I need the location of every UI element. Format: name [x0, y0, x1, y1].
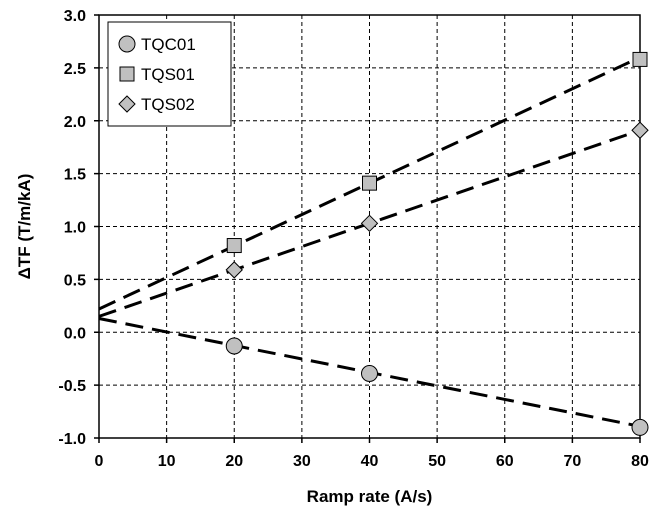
legend-item-tqs01: TQS01 [119, 65, 195, 84]
y-tick-label: 3.0 [64, 8, 86, 25]
data-point-tqs01 [632, 51, 648, 67]
data-point-tqs02 [360, 214, 379, 233]
tick-labels: 0 10 20 30 40 50 60 70 80 -1.0 -0.5 0.0 0.5 1.0 1.5 2.0… [58, 8, 649, 470]
legend-label: TQC01 [141, 35, 196, 54]
x-tick-label: 30 [293, 453, 311, 470]
x-tick-label: 40 [361, 453, 379, 470]
data-point-tqc01 [225, 337, 243, 355]
grid [99, 15, 640, 438]
y-tick-label: -1.0 [58, 431, 86, 448]
diamond-marker-icon [118, 95, 136, 113]
x-tick-label: 50 [428, 453, 446, 470]
x-tick-label: 70 [563, 453, 581, 470]
data-point-tqs01 [226, 238, 242, 254]
x-tick-label: 10 [158, 453, 176, 470]
x-tick-label: 80 [631, 453, 649, 470]
square-marker-icon [119, 66, 135, 82]
legend-label: TQS01 [141, 65, 195, 84]
legend-item-tqs02: TQS02 [118, 95, 195, 114]
data-points [225, 51, 649, 436]
y-tick-label: 0.5 [64, 272, 86, 289]
y-tick-label: -0.5 [58, 378, 86, 395]
y-tick-label: 2.5 [64, 61, 86, 78]
data-point-tqs02 [225, 261, 243, 279]
legend-label: TQS02 [141, 95, 195, 114]
data-point-tqc01 [361, 364, 378, 382]
y-tick-label: 1.5 [64, 167, 86, 184]
x-tick-label: 0 [95, 453, 104, 470]
data-point-tqs01 [362, 175, 377, 191]
data-point-tqs02 [631, 121, 649, 139]
y-tick-label: 1.0 [64, 220, 86, 237]
y-axis-title: ΔTF (T/m/kA) [15, 174, 34, 280]
y-tick-label: 2.0 [64, 114, 86, 131]
x-tick-label: 20 [225, 453, 243, 470]
x-axis-title: Ramp rate (A/s) [307, 487, 433, 506]
circle-marker-icon [118, 35, 136, 53]
y-tick-label: 0.0 [64, 325, 86, 342]
data-point-tqc01 [631, 418, 649, 436]
legend-item-tqc01: TQC01 [118, 35, 196, 54]
x-tick-label: 60 [496, 453, 514, 470]
legend: TQC01 TQS01 TQS02 [107, 21, 232, 127]
